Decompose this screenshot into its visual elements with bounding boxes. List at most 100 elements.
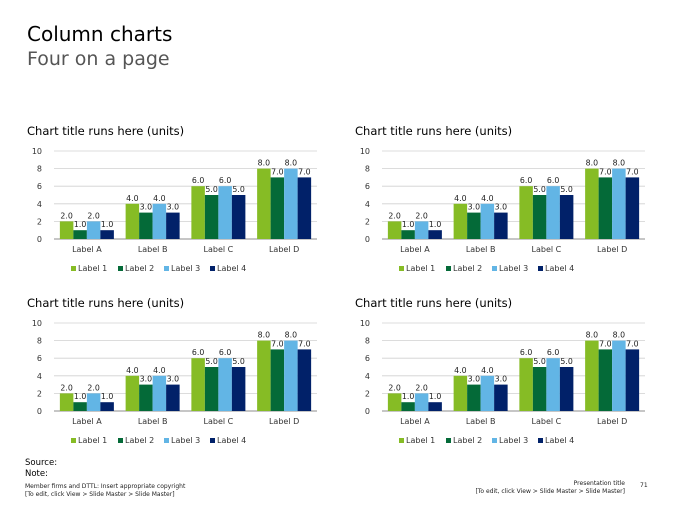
bar [519,186,533,239]
bar [284,340,298,411]
legend-label: Label 1 [78,436,107,445]
data-label: 5.0 [560,357,572,366]
data-label: 2.0 [415,383,427,392]
data-label: 4.0 [454,194,466,203]
legend-swatch [71,438,76,443]
legend-swatch [446,266,451,271]
chart-title: Chart title runs here (units) [27,124,185,138]
legend-swatch [210,266,215,271]
y-tick-label: 0 [365,235,370,244]
data-label: 8.0 [258,159,270,168]
bar [428,230,442,239]
legend-swatch [399,438,404,443]
legend-swatch [164,266,169,271]
page-number: 71 [640,482,648,489]
y-tick-label: 10 [360,147,370,156]
data-label: 2.0 [87,211,99,220]
bar [546,358,560,411]
x-tick-label: Label D [269,417,299,426]
bar [546,186,560,239]
y-tick-label: 2 [365,389,370,398]
chart-title: Chart title runs here (units) [355,124,513,138]
bar [191,358,205,411]
data-label: 4.0 [481,366,493,375]
legend-swatch [446,438,451,443]
legend-swatch [538,266,543,271]
x-tick-label: Label B [138,245,168,254]
y-tick-label: 6 [365,354,370,363]
y-tick-label: 8 [37,165,42,174]
data-label: 5.0 [205,185,217,194]
legend-label: Label 2 [125,436,154,445]
data-label: 2.0 [415,211,427,220]
y-tick-label: 0 [37,407,42,416]
data-label: 2.0 [87,383,99,392]
footer-presentation: Presentation title [To edit, click View … [440,480,625,496]
bar [86,221,101,239]
legend-swatch [164,438,169,443]
legend-label: Label 4 [217,436,246,445]
y-tick-label: 8 [365,337,370,346]
data-label: 2.0 [388,211,400,220]
y-tick-label: 2 [37,217,42,226]
bar [598,349,613,411]
bar [100,402,114,411]
x-tick-label: Label C [204,245,234,254]
chart-title: Chart title runs here (units) [27,296,185,310]
bar [204,195,219,239]
data-label: 5.0 [232,185,244,194]
x-tick-label: Label A [400,417,430,426]
legend-label: Label 3 [499,264,528,273]
slide-subtitle: Four on a page [27,48,170,70]
data-label: 1.0 [101,392,113,401]
bar [480,375,495,411]
data-label: 1.0 [74,392,86,401]
data-label: 6.0 [547,176,559,185]
bar [428,402,442,411]
y-tick-label: 8 [365,165,370,174]
data-label: 7.0 [271,167,283,176]
x-tick-label: Label B [466,417,496,426]
bar [625,177,640,239]
data-label: 3.0 [495,203,507,212]
data-label: 6.0 [520,176,532,185]
legend-swatch [492,266,497,271]
bar [625,349,640,411]
data-label: 7.0 [271,339,283,348]
x-tick-label: Label C [204,417,234,426]
chart-4: Chart title runs here (units) 0 2 4 6 8 10 2.0… [355,296,655,456]
bar [152,203,167,239]
bar [401,230,415,239]
y-tick-label: 4 [37,372,42,381]
data-label: 7.0 [298,339,310,348]
legend-label: Label 2 [453,264,482,273]
bar [231,195,246,239]
legend-label: Label 2 [453,436,482,445]
data-label: 3.0 [167,375,179,384]
data-label: 7.0 [599,167,611,176]
y-tick-label: 2 [365,217,370,226]
data-label: 2.0 [60,211,72,220]
footer-copyright-line: Member firms and DTTL: Insert appropriat… [25,483,186,490]
data-label: 7.0 [298,167,310,176]
data-label: 1.0 [402,392,414,401]
bar [152,375,167,411]
x-tick-label: Label A [400,245,430,254]
bar [494,212,508,239]
x-tick-label: Label D [597,417,627,426]
bar [73,402,87,411]
legend-label: Label 1 [406,436,435,445]
data-label: 8.0 [285,331,297,340]
bar [387,221,402,239]
data-label: 4.0 [454,366,466,375]
y-tick-label: 6 [37,182,42,191]
legend-label: Label 3 [171,436,200,445]
y-tick-label: 4 [37,200,42,209]
footer-edit-hint: [To edit, click View > Slide Master > Sl… [25,491,175,498]
data-label: 5.0 [232,357,244,366]
bar [532,367,547,411]
x-tick-label: Label A [72,245,102,254]
